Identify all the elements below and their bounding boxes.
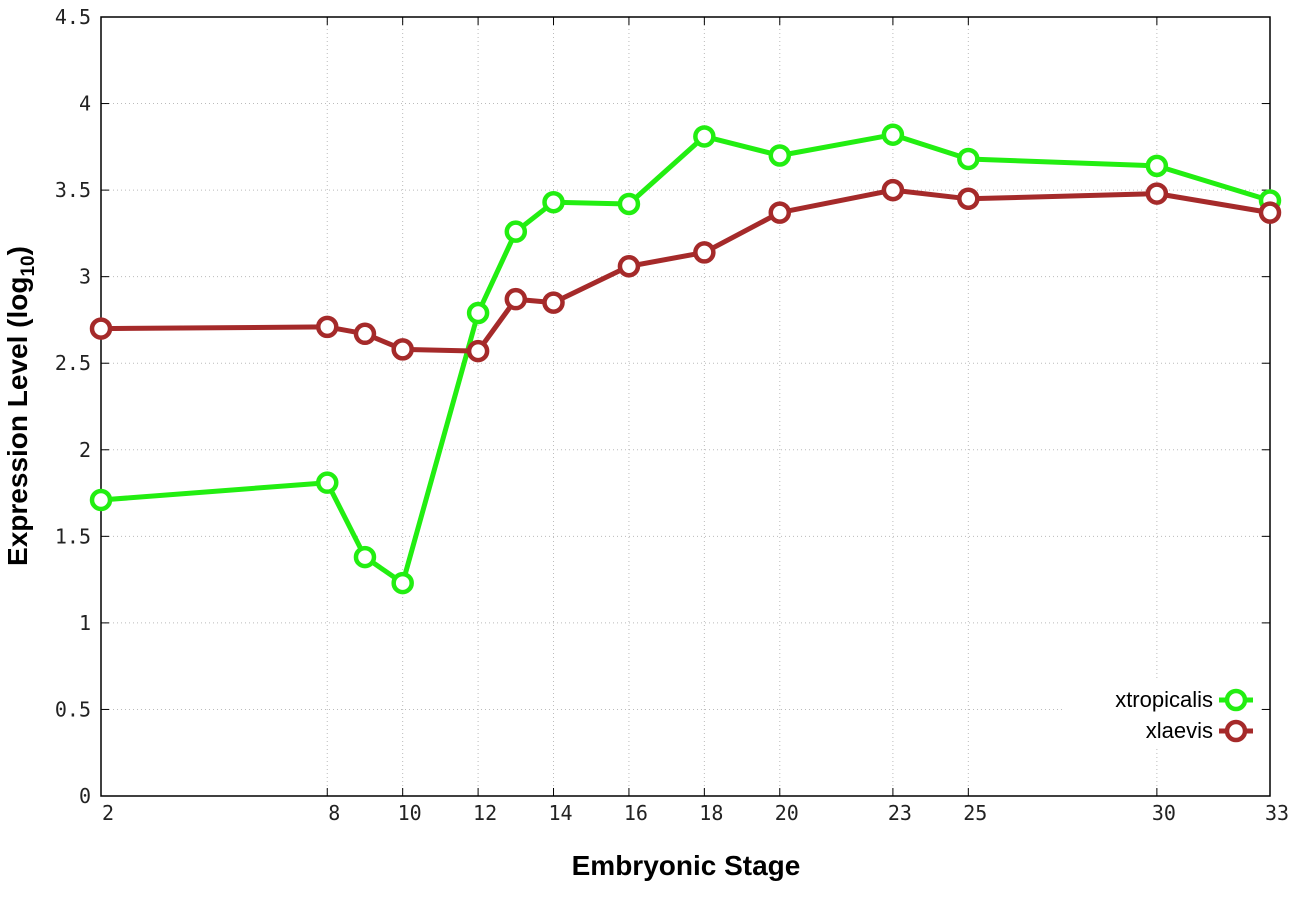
y-tick-label: 4 [79, 92, 91, 116]
data-point-xlaevis [1258, 201, 1282, 224]
data-point-xlaevis [542, 291, 565, 314]
x-axis-title: Embryonic Stage [572, 850, 801, 881]
x-tick-label: 30 [1152, 801, 1176, 825]
series-layer [89, 123, 1282, 595]
data-point-xtropicalis [504, 220, 528, 243]
data-point-xlaevis [617, 255, 641, 278]
series-line-xtropicalis [100, 132, 1271, 586]
y-axis-title-close: ) [2, 246, 33, 255]
data-point-xlaevis [1145, 182, 1169, 205]
y-tick-label: 1 [79, 611, 91, 635]
data-point-xtropicalis [693, 125, 716, 148]
x-tick-label: 10 [398, 801, 422, 825]
y-axis-title-main: Expression Level (log [2, 277, 33, 566]
y-tick-label: 0 [79, 784, 91, 808]
legend: xtropicalis xlaevis [1062, 680, 1258, 746]
y-tick-label: 4.5 [55, 5, 91, 29]
data-point-xtropicalis [316, 471, 339, 494]
y-tick-label: 0.5 [55, 697, 91, 721]
legend-label-xtropicalis: xtropicalis [1115, 687, 1213, 712]
x-tick-label: 14 [548, 801, 572, 825]
data-point-xlaevis [466, 339, 490, 363]
y-axis: 0 0.5 1 1.5 2 2.5 3 3.5 4 4.5 [55, 5, 1270, 808]
x-tick-label: 8 [328, 801, 340, 825]
legend-marker-xtropicalis [1224, 688, 1248, 712]
series-line-xlaevis [100, 187, 1271, 354]
legend-marker-xlaevis [1224, 719, 1248, 743]
data-point-xlaevis [693, 241, 716, 264]
x-tick-label: 23 [888, 801, 912, 825]
y-tick-label: 3 [79, 265, 91, 289]
data-point-xlaevis [768, 201, 792, 224]
y-tick-label: 1.5 [55, 524, 91, 548]
legend-label-xlaevis: xlaevis [1146, 718, 1213, 743]
x-tick-label: 25 [963, 801, 987, 825]
x-tick-label: 20 [775, 801, 799, 825]
grid-lines [101, 17, 1270, 796]
y-axis-title: Expression Level (log10) [2, 246, 39, 566]
data-point-xtropicalis [89, 488, 113, 512]
x-tick-label: 16 [624, 801, 648, 825]
data-point-xlaevis [353, 322, 377, 346]
x-tick-label: 2 [102, 801, 114, 825]
x-tick-label: 18 [699, 801, 723, 825]
data-point-xtropicalis [466, 301, 490, 325]
data-point-xlaevis [957, 187, 980, 211]
data-point-xtropicalis [768, 144, 792, 167]
data-point-xlaevis [391, 338, 414, 361]
plot-frame [100, 16, 1271, 797]
y-tick-label: 2 [79, 438, 91, 462]
data-point-xtropicalis [353, 545, 377, 569]
data-point-xtropicalis [391, 571, 414, 595]
data-point-xlaevis [316, 315, 339, 339]
x-tick-label: 33 [1265, 801, 1289, 825]
y-axis-title-subscript: 10 [18, 255, 39, 276]
data-point-xtropicalis [617, 192, 641, 216]
data-point-xlaevis [504, 287, 528, 311]
x-axis: 2 8 10 12 14 16 18 20 23 25 30 33 [100, 17, 1289, 825]
data-point-xtropicalis [1145, 154, 1169, 178]
legend-background [1062, 680, 1258, 746]
data-point-xlaevis [89, 317, 113, 340]
data-point-xlaevis [881, 178, 905, 202]
data-point-xtropicalis [957, 147, 980, 171]
x-tick-label: 12 [473, 801, 497, 825]
y-tick-label: 3.5 [55, 178, 91, 202]
data-point-xtropicalis [542, 190, 565, 214]
y-tick-label: 2.5 [55, 351, 91, 375]
data-point-xtropicalis [881, 123, 905, 146]
